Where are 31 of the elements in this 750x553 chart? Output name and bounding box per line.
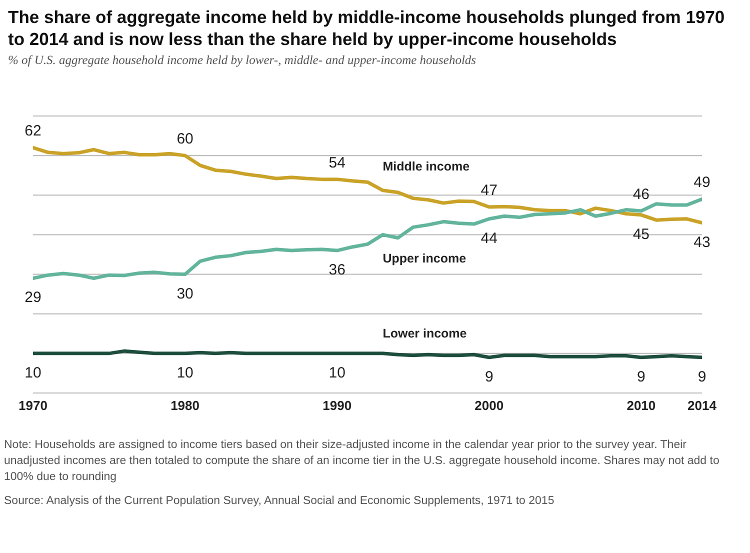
x-tick-label: 1970: [18, 398, 48, 414]
data-label: 36: [328, 262, 346, 279]
data-label: 54: [328, 154, 346, 172]
series-label: Upper income: [382, 252, 466, 266]
data-label: 46: [632, 186, 650, 203]
data-label: 10: [176, 364, 194, 382]
text: Note: Households are assigned to income tiers based on their size-adjusted income in the calendar year prior to the survey year. Their unadjusted incomes are then totaled to compute the share of an income tier in the U.S. aggregate household income. Shares may not add to 100% due to rounding: [4, 438, 720, 485]
data-label: 45: [632, 226, 650, 243]
x-tick-label: 1980: [170, 398, 200, 414]
series-label: Lower income: [382, 326, 467, 340]
data-label: 62: [24, 122, 42, 140]
chart-subtitle: % of U.S. aggregate household income held by lower-, middle- and upper-income households: [8, 53, 478, 68]
chart-title: The share of aggregate income held by middle-income households plunged from 1970 to 2014 and is now less than the share held by upper-income households: [8, 6, 726, 50]
data-label: 60: [176, 130, 194, 148]
data-label: 43: [694, 234, 710, 251]
data-label: 30: [176, 285, 194, 302]
series-label: Middle income: [382, 159, 470, 174]
x-tick-label: 1990: [322, 398, 352, 414]
data-label: 49: [694, 174, 710, 192]
x-tick-label: 2014: [688, 398, 718, 414]
data-label: 44: [480, 230, 498, 247]
data-label: 29: [24, 289, 42, 306]
data-label: 10: [328, 364, 346, 382]
x-tick-label: 2010: [626, 398, 656, 414]
data-label: 9: [637, 368, 646, 386]
data-label: 9: [484, 368, 494, 386]
x-tick-label: 2000: [474, 398, 504, 414]
data-label: 9: [698, 368, 706, 386]
source-note: Source: Analysis of the Current Population Survey, Annual Social and Economic Supplements, 1971 to 2015: [4, 494, 556, 509]
data-label: 47: [480, 182, 498, 200]
data-label: 10: [24, 364, 42, 382]
